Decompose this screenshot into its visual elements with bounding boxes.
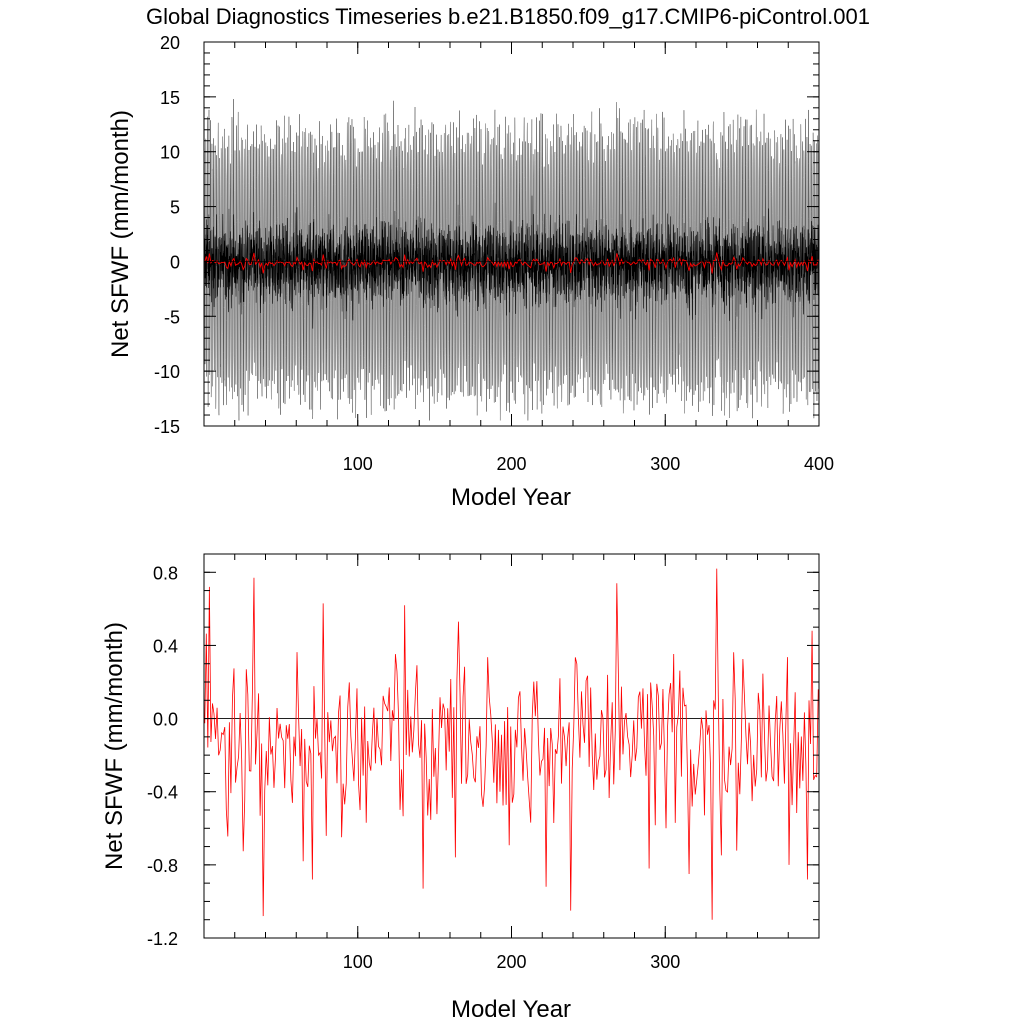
annual-y-tick-labels: -1.2 -0.8 -0.4 0.0 0.4 0.8	[147, 563, 178, 949]
p1-x-tick-label: 100	[343, 454, 373, 474]
p2-x-axis-label: Model Year	[451, 996, 571, 1023]
annual-overlay-group	[204, 252, 819, 274]
p1-x-tick-label: 400	[804, 454, 834, 474]
annual-panel: 100 200 300 -1.2 -0.8 -0.4 0.0 0.4 0.8 M…	[101, 553, 820, 1023]
p2-x-tick-label: 300	[650, 952, 680, 972]
annual-x-tick-labels: 100 200 300	[343, 952, 681, 972]
p1-y-axis-label: Net SFWF (mm/month)	[107, 110, 134, 358]
p2-y-tick-label: 0.0	[153, 710, 178, 730]
p1-x-tick-label: 300	[650, 454, 680, 474]
p2-y-axis-label: Net SFWF (mm/month)	[101, 622, 128, 870]
monthly-axis-ticks	[204, 41, 820, 427]
p1-y-tick-label: -5	[164, 307, 180, 327]
p1-y-tick-label: -10	[154, 362, 180, 382]
p2-y-tick-label: 0.4	[153, 636, 178, 656]
p2-x-tick-label: 200	[496, 952, 526, 972]
p1-x-tick-label: 200	[496, 454, 526, 474]
p2-x-tick-label: 100	[343, 952, 373, 972]
annual-axis-ticks	[204, 553, 820, 939]
p1-y-tick-label: 20	[160, 33, 180, 53]
p1-x-axis-label: Model Year	[451, 484, 571, 511]
annual-series-group	[204, 568, 819, 920]
monthly-y-tick-labels: -15 -10 -5 0 5 10 15 20	[154, 33, 180, 437]
p2-y-tick-label: -0.4	[147, 783, 178, 803]
annual-series-line	[204, 568, 819, 920]
p2-y-tick-label: -1.2	[147, 929, 178, 949]
p1-y-tick-label: 0	[170, 252, 180, 272]
p1-y-tick-label: -15	[154, 417, 180, 437]
p2-y-tick-label: -0.8	[147, 856, 178, 876]
p1-y-tick-label: 5	[170, 198, 180, 218]
p1-y-tick-label: 15	[160, 88, 180, 108]
monthly-x-tick-labels: 100 200 300 400	[343, 454, 834, 474]
figure-title: Global Diagnostics Timeseries b.e21.B185…	[146, 4, 870, 29]
annual-overlay-line	[204, 252, 819, 274]
p1-y-tick-label: 10	[160, 143, 180, 163]
p2-y-tick-label: 0.8	[153, 563, 178, 583]
monthly-panel: 100 200 300 400 -15 -10 -5 0 5 10 15 20 …	[107, 33, 834, 511]
